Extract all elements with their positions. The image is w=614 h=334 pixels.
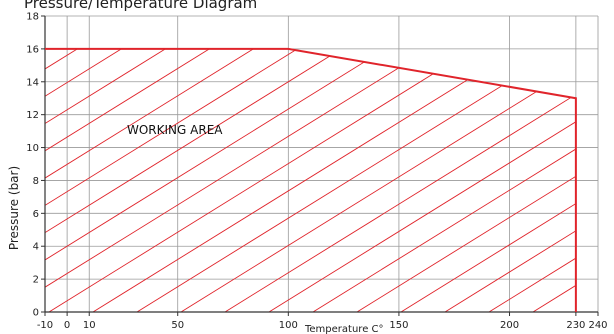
x-tick-label: 0 bbox=[64, 320, 70, 331]
hatch-line bbox=[45, 48, 439, 313]
y-tick-label: 0 bbox=[33, 308, 39, 319]
hatch-line bbox=[92, 48, 571, 313]
hatch-line bbox=[45, 48, 351, 313]
hatch-line bbox=[45, 48, 307, 313]
hatch-line bbox=[268, 48, 576, 313]
working-area-hatch bbox=[0, 16, 614, 313]
chart-title: Pressure/Temperature Diagram bbox=[24, 0, 258, 12]
x-tick-label: 150 bbox=[389, 320, 408, 331]
hatch-line bbox=[45, 48, 87, 313]
hatch-line bbox=[0, 16, 42, 312]
hatch-line bbox=[48, 48, 527, 313]
y-tick-label: 10 bbox=[26, 143, 39, 154]
hatch-line bbox=[224, 48, 576, 313]
y-tick-label: 12 bbox=[26, 110, 39, 121]
x-axis-label: Temperature C° bbox=[304, 324, 384, 334]
x-tick-label: 50 bbox=[171, 320, 184, 331]
hatch-line bbox=[532, 48, 576, 313]
hatch-line bbox=[356, 48, 576, 313]
y-tick-label: 6 bbox=[33, 209, 39, 220]
x-tick-label: 230 bbox=[566, 320, 585, 331]
y-tick-label: 14 bbox=[26, 77, 39, 88]
working-area-label: WORKING AREA bbox=[127, 123, 223, 137]
hatch-line bbox=[400, 48, 576, 313]
grid bbox=[45, 15, 599, 312]
y-tick-label: 8 bbox=[33, 176, 39, 187]
hatch-line bbox=[45, 48, 175, 313]
x-tick-label: 10 bbox=[83, 320, 96, 331]
hatch-line bbox=[136, 48, 576, 313]
x-tick-label: 200 bbox=[500, 320, 519, 331]
y-tick-label: 2 bbox=[33, 275, 39, 286]
hatch-line bbox=[45, 48, 219, 313]
x-tick-label: 240 bbox=[588, 320, 607, 331]
hatch-line bbox=[180, 48, 576, 313]
hatch-line bbox=[577, 16, 614, 312]
hatch-line bbox=[45, 48, 483, 313]
y-tick-label: 4 bbox=[33, 242, 39, 253]
axes bbox=[41, 15, 599, 316]
hatch-line bbox=[444, 48, 576, 313]
hatch-line bbox=[312, 48, 576, 313]
x-tick-label: 100 bbox=[279, 320, 298, 331]
hatch-line bbox=[45, 48, 131, 313]
boundary-line bbox=[45, 47, 577, 312]
y-tick-label: 18 bbox=[26, 12, 39, 23]
series bbox=[45, 47, 577, 312]
y-tick-label: 16 bbox=[26, 44, 39, 55]
hatch-line bbox=[45, 48, 395, 313]
hatch-line bbox=[488, 48, 576, 313]
x-tick-label: -10 bbox=[37, 320, 53, 331]
hatch-line bbox=[45, 48, 263, 313]
